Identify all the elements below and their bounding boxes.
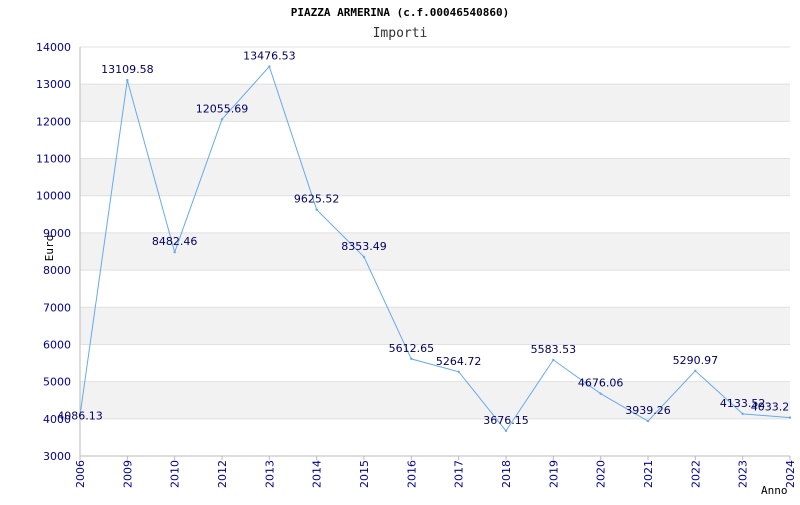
x-tick-label: 2013 bbox=[263, 460, 276, 488]
x-tick-label: 2023 bbox=[737, 460, 750, 488]
data-label: 4676.06 bbox=[578, 377, 624, 390]
x-tick-label: 2021 bbox=[642, 460, 655, 488]
data-label: 13109.58 bbox=[101, 63, 154, 76]
x-tick-label: 2018 bbox=[500, 460, 513, 488]
data-label: 4086.13 bbox=[57, 410, 103, 423]
data-point bbox=[788, 416, 792, 419]
x-tick-label: 2012 bbox=[216, 460, 229, 488]
data-label: 3676.15 bbox=[483, 414, 529, 427]
data-label: 8353.49 bbox=[341, 240, 387, 253]
data-point bbox=[315, 208, 318, 211]
chart-title: PIAZZA ARMERINA (c.f.00046540860) bbox=[291, 6, 510, 19]
axes bbox=[79, 47, 790, 457]
x-axis-ticks: 2006 2009 2010 2012 2013 2014 2015 2016 2017 2018… bbox=[74, 456, 797, 488]
x-tick-label: 2016 bbox=[405, 460, 418, 488]
grid-band bbox=[80, 158, 790, 196]
y-axis-ticks: 3000 4000 5000 6000 7000 8000 9000 10000 11000 12… bbox=[36, 41, 71, 463]
data-label: 12055.69 bbox=[196, 102, 249, 115]
data-point bbox=[362, 255, 366, 259]
x-tick-label: 2009 bbox=[121, 460, 134, 488]
y-tick-label: 10000 bbox=[36, 190, 71, 203]
x-tick-label: 2017 bbox=[453, 460, 466, 488]
data-label: 8482.46 bbox=[152, 235, 198, 248]
data-label: 5290.97 bbox=[673, 354, 719, 367]
data-point bbox=[457, 370, 460, 373]
series-line bbox=[79, 65, 791, 432]
y-axis-label: Euro bbox=[43, 235, 56, 262]
data-label: 5612.65 bbox=[389, 342, 435, 355]
data-label: 4133.52 bbox=[720, 397, 766, 410]
y-tick-label: 3000 bbox=[43, 450, 71, 463]
grid-bands bbox=[80, 84, 790, 419]
data-point bbox=[78, 414, 82, 417]
data-point bbox=[599, 392, 602, 395]
data-label: 5264.72 bbox=[436, 355, 482, 368]
y-tick-label: 9000 bbox=[43, 227, 71, 240]
y-tick-label: 4000 bbox=[43, 413, 71, 426]
x-tick-label: 2022 bbox=[689, 460, 702, 488]
x-tick-label: 2006 bbox=[74, 460, 87, 488]
chart-subtitle: Importi bbox=[373, 26, 428, 41]
data-point bbox=[646, 419, 650, 423]
x-tick-label: 2014 bbox=[311, 460, 324, 488]
x-tick-label: 2010 bbox=[169, 460, 182, 488]
grid-lines bbox=[80, 46, 790, 457]
data-point bbox=[126, 78, 129, 82]
data-point bbox=[694, 369, 697, 373]
data-label: 13476.53 bbox=[243, 49, 296, 62]
data-point bbox=[173, 250, 176, 254]
data-point bbox=[220, 118, 224, 121]
x-tick-label: 2024 bbox=[784, 460, 797, 488]
data-label: 4033.2 bbox=[751, 401, 790, 414]
data-labels: 4086.13 13109.58 8482.46 12055.69 13476.53 96… bbox=[57, 49, 789, 426]
x-axis-label: Anno bbox=[761, 484, 788, 497]
x-tick-label: 2020 bbox=[595, 460, 608, 488]
y-tick-label: 12000 bbox=[36, 115, 71, 128]
data-label: 3939.26 bbox=[625, 404, 671, 417]
y-tick-label: 7000 bbox=[43, 301, 71, 314]
grid-band bbox=[80, 232, 790, 271]
series-line-group bbox=[78, 65, 792, 433]
x-tick-label: 2019 bbox=[547, 460, 560, 488]
y-tick-label: 6000 bbox=[43, 338, 71, 351]
y-tick-label: 5000 bbox=[43, 376, 71, 389]
data-label: 5583.53 bbox=[531, 343, 577, 356]
x-tick-label: 2015 bbox=[358, 460, 371, 488]
data-point bbox=[741, 412, 744, 416]
y-tick-label: 8000 bbox=[43, 264, 71, 277]
y-tick-label: 14000 bbox=[36, 41, 71, 54]
data-point bbox=[552, 358, 555, 362]
y-tick-label: 13000 bbox=[36, 78, 71, 91]
data-point bbox=[504, 429, 508, 433]
grid-band bbox=[80, 307, 790, 345]
data-label: 9625.52 bbox=[294, 193, 340, 206]
y-tick-label: 11000 bbox=[36, 153, 71, 166]
data-point bbox=[268, 65, 271, 68]
grid-band bbox=[80, 84, 790, 122]
grid-band bbox=[80, 381, 790, 419]
data-point bbox=[410, 357, 413, 361]
